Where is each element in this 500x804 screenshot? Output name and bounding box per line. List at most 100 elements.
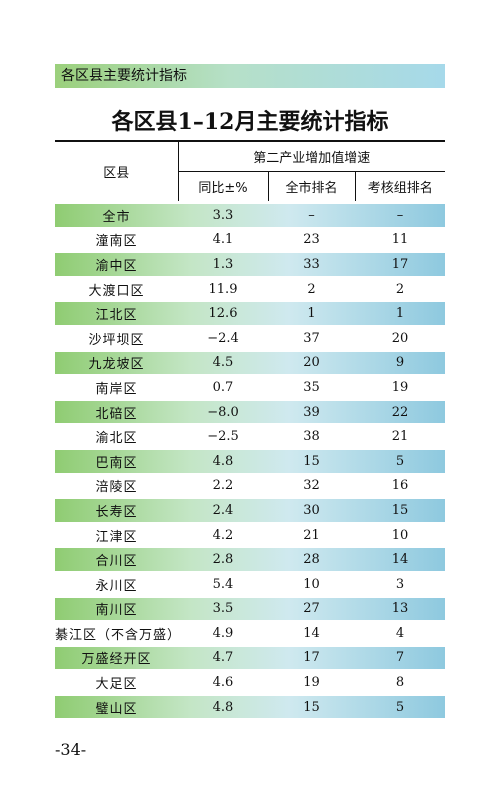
page-number: -34- bbox=[55, 740, 87, 759]
region-cell: 南岸区 bbox=[55, 375, 178, 401]
value-cell: 39 bbox=[268, 399, 355, 426]
value-cell: 2.4 bbox=[178, 498, 268, 524]
table-row: 巴南区 4.8 15 5 bbox=[55, 448, 445, 475]
table-row: 南岸区 0.7 35 19 bbox=[55, 375, 445, 401]
value-cell: 14 bbox=[268, 621, 355, 647]
value-cell: 5 bbox=[355, 448, 445, 475]
value-cell: 20 bbox=[268, 350, 355, 377]
value-cell: 5.4 bbox=[178, 571, 268, 598]
value-cell: 4.2 bbox=[178, 522, 268, 549]
value-cell: 4.9 bbox=[178, 621, 268, 647]
value-cell: 21 bbox=[355, 424, 445, 450]
table-row: 九龙坡区 4.5 20 9 bbox=[55, 350, 445, 377]
value-cell: 10 bbox=[355, 522, 445, 549]
value-cell: 23 bbox=[268, 227, 355, 254]
region-cell: 北碚区 bbox=[55, 399, 178, 426]
table-row: 江北区 12.6 1 1 bbox=[55, 301, 445, 327]
table-row: 潼南区 4.1 23 11 bbox=[55, 227, 445, 254]
value-cell: 19 bbox=[355, 375, 445, 401]
stats-table: 区县 第二产业增加值增速 同比±% 全市排名 考核组排名 全市 3.3– – 潼南区 4… bbox=[55, 140, 445, 721]
value-cell: 2 bbox=[268, 276, 355, 303]
value-cell: 4.6 bbox=[178, 670, 268, 696]
header-cell: 考核组排名 bbox=[354, 171, 445, 204]
table-row: 南川区 3.5 27 13 bbox=[55, 596, 445, 623]
region-cell: 渝中区 bbox=[55, 252, 178, 278]
region-cell: 全市 bbox=[55, 200, 178, 229]
value-cell: 4.5 bbox=[178, 350, 268, 377]
table-row: 涪陵区 2.2 32 16 bbox=[55, 473, 445, 500]
value-cell: 10 bbox=[268, 571, 355, 598]
value-cell: 38 bbox=[268, 424, 355, 450]
value-cell: 37 bbox=[268, 325, 355, 352]
table-row: 合川区 2.8 28 14 bbox=[55, 547, 445, 573]
value-cell: 17 bbox=[355, 252, 445, 278]
value-cell: 9 bbox=[355, 350, 445, 377]
region-cell: 綦江区（不含万盛） bbox=[55, 621, 180, 647]
value-cell: 33 bbox=[268, 252, 355, 278]
value-cell: 2.8 bbox=[178, 547, 268, 573]
value-cell: 7 bbox=[355, 645, 445, 672]
value-cell: 12.6 bbox=[178, 301, 268, 327]
table-header: 区县 第二产业增加值增速 同比±% 全市排名 考核组排名 bbox=[55, 140, 445, 204]
value-cell: 13 bbox=[355, 596, 445, 623]
value-cell: – bbox=[268, 200, 355, 229]
region-cell: 大足区 bbox=[55, 670, 178, 696]
value-cell: 1.3 bbox=[178, 252, 268, 278]
value-cell: 3.3 bbox=[178, 200, 268, 229]
value-cell: 16 bbox=[355, 473, 445, 500]
value-cell: 4.1 bbox=[178, 227, 268, 254]
value-cell: 1 bbox=[355, 301, 445, 327]
table-row: 永川区 5.4 10 3 bbox=[55, 571, 445, 598]
region-cell: 九龙坡区 bbox=[55, 350, 178, 377]
table-body: 全市 3.3– – 潼南区 4.1 23 11 渝中区 1.3 33 17 大渡口区 11.9 2 2 江北区… bbox=[55, 200, 445, 721]
value-cell: 28 bbox=[268, 547, 355, 573]
table-row: 江津区 4.2 21 10 bbox=[55, 522, 445, 549]
table-title: 各区县1–12月主要统计指标 bbox=[111, 109, 389, 135]
value-cell: −8.0 bbox=[178, 399, 268, 426]
value-cell: 8 bbox=[355, 670, 445, 696]
value-cell: 3 bbox=[355, 571, 445, 598]
value-cell: 15 bbox=[355, 498, 445, 524]
value-cell: 4.8 bbox=[178, 694, 268, 721]
header-cell: 同比±% bbox=[178, 171, 268, 204]
region-cell: 江北区 bbox=[55, 301, 178, 327]
header-cell: 区县 bbox=[55, 140, 179, 203]
value-cell: 27 bbox=[268, 596, 355, 623]
value-cell: 14 bbox=[355, 547, 445, 573]
value-cell: 30 bbox=[268, 498, 355, 524]
table-row: 全市 3.3– – bbox=[55, 200, 445, 229]
value-cell: 17 bbox=[268, 645, 355, 672]
table-row: 渝北区 −2.5 38 21 bbox=[55, 424, 445, 450]
region-cell: 江津区 bbox=[55, 522, 178, 549]
value-cell: 11.9 bbox=[178, 276, 268, 303]
value-cell: −2.5 bbox=[178, 424, 268, 450]
value-cell: 22 bbox=[355, 399, 445, 426]
value-cell: 21 bbox=[268, 522, 355, 549]
value-cell: 15 bbox=[268, 694, 355, 721]
value-cell: 2 bbox=[355, 276, 445, 303]
table-row: 沙坪坝区 −2.4 37 20 bbox=[55, 325, 445, 352]
value-cell: 4 bbox=[355, 621, 445, 647]
table-row: 大渡口区 11.9 2 2 bbox=[55, 276, 445, 303]
region-cell: 潼南区 bbox=[55, 227, 178, 254]
value-cell: 15 bbox=[268, 448, 355, 475]
value-cell: −2.4 bbox=[178, 325, 268, 352]
section-bar: 各区县主要统计指标 bbox=[55, 64, 445, 88]
value-cell: 2.2 bbox=[178, 473, 268, 500]
region-cell: 沙坪坝区 bbox=[55, 325, 178, 352]
table-row: 綦江区（不含万盛） 4.9 14 4 bbox=[55, 621, 445, 647]
region-cell: 渝北区 bbox=[55, 424, 178, 450]
region-cell: 万盛经开区 bbox=[55, 645, 178, 672]
region-cell: 合川区 bbox=[55, 547, 178, 573]
value-cell: – bbox=[355, 200, 445, 229]
header-cell: 第二产业增加值增速 bbox=[178, 140, 445, 172]
value-cell: 0.7 bbox=[178, 375, 268, 401]
value-cell: 5 bbox=[355, 694, 445, 721]
region-cell: 涪陵区 bbox=[55, 473, 178, 500]
table-row: 北碚区 −8.0 39 22 bbox=[55, 399, 445, 426]
value-cell: 3.5 bbox=[178, 596, 268, 623]
region-cell: 巴南区 bbox=[55, 448, 178, 475]
value-cell: 35 bbox=[268, 375, 355, 401]
region-cell: 南川区 bbox=[55, 596, 178, 623]
